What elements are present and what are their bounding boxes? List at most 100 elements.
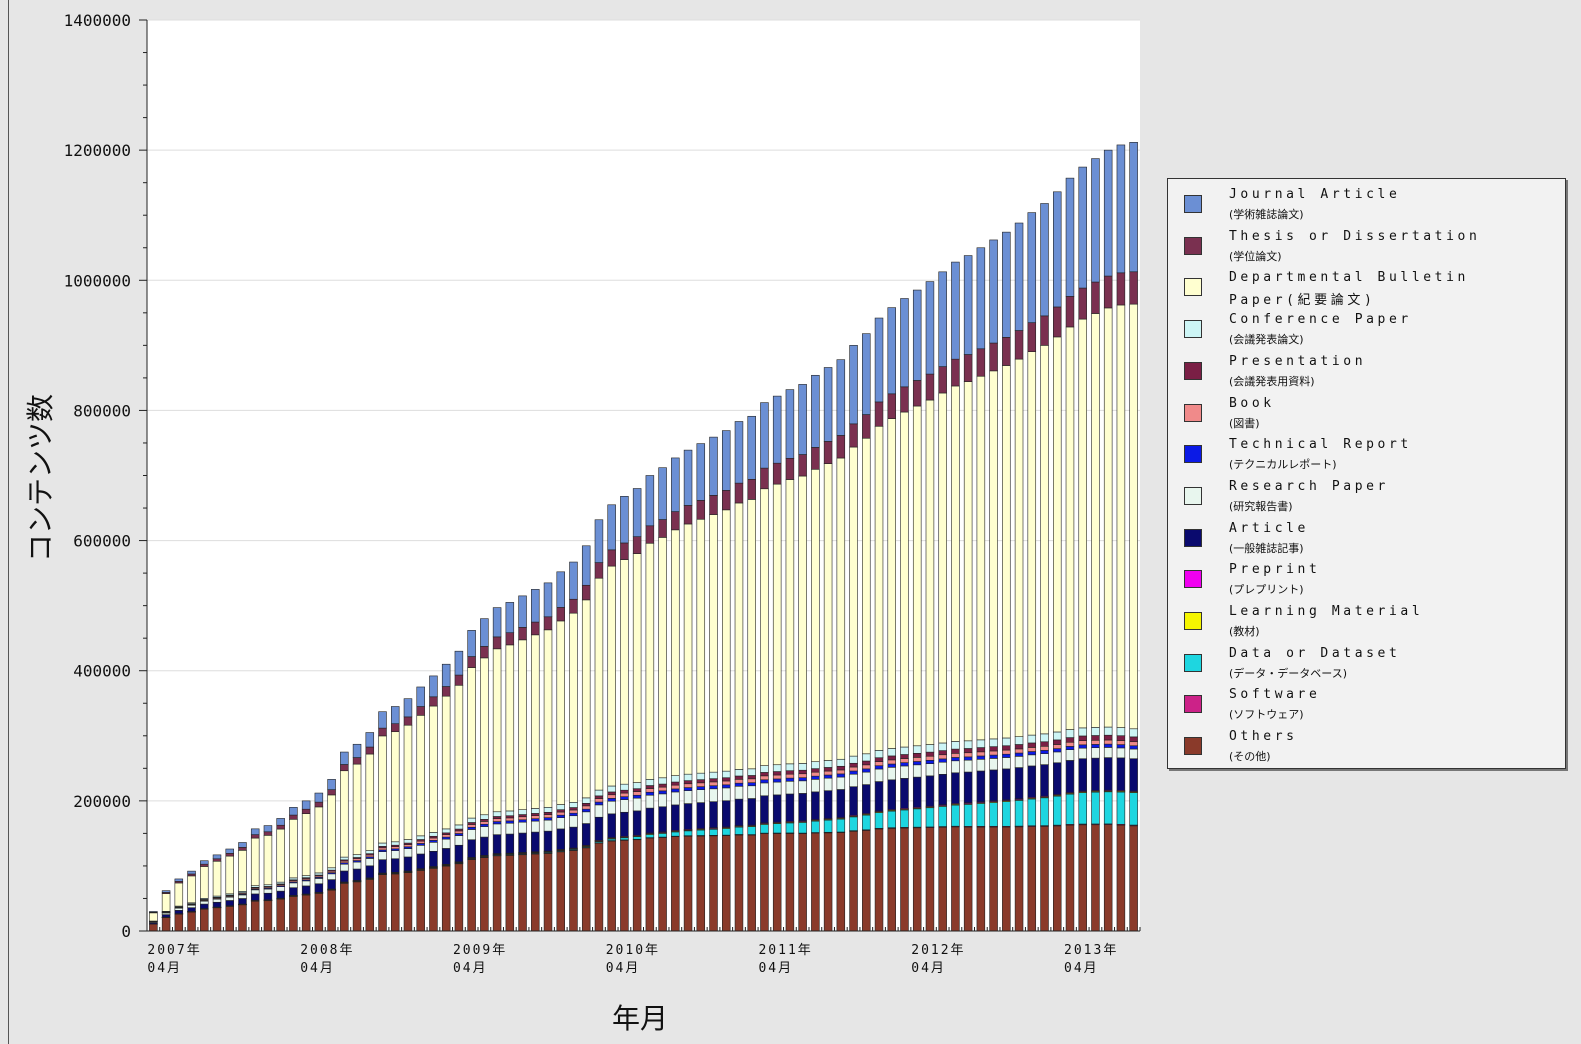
bar-segment-technical-report [1103, 743, 1113, 748]
bar-segment-thesis-or-dissertation [1091, 281, 1100, 314]
bar-segment-thesis-or-dissertation [505, 632, 515, 646]
bar-segment-book [811, 771, 820, 777]
bar-segment-conference-paper [390, 841, 400, 846]
legend-label-ja: (テクニカルレポート) [1229, 458, 1337, 472]
bar-segment-departmental-bulletin-paper [314, 806, 324, 874]
bar-segment-thesis-or-dissertation [390, 723, 400, 733]
bar-segment-departmental-bulletin-paper [492, 648, 502, 813]
bar-segment-others [174, 913, 184, 932]
bar-segment-article [212, 901, 222, 908]
bar-segment-data-or-dataset [1065, 793, 1075, 825]
bar-segment-presentation [912, 752, 922, 758]
bar-segment-others [480, 857, 489, 932]
bar-segment-book [1053, 744, 1062, 749]
legend-label-ja: (学術雑誌論文) [1229, 208, 1304, 221]
bar-segment-article [390, 858, 400, 873]
bar-segment-technical-report [976, 755, 986, 760]
bar-segment-journal-article [607, 504, 616, 551]
bar-segment-research-paper [696, 789, 706, 803]
bar-segment-others [352, 881, 362, 932]
bar-segment-research-paper [760, 782, 769, 797]
bar-segment-conference-paper [1053, 731, 1062, 741]
bar-segment-presentation [632, 788, 642, 792]
bar-segment-thesis-or-dissertation [1078, 287, 1087, 320]
bar-segment-article [518, 832, 527, 853]
legend-swatch [1184, 195, 1202, 213]
bar-segment-article [811, 791, 820, 820]
bar-segment-others [620, 839, 629, 932]
bar-segment-article [1014, 767, 1024, 800]
bar-segment-journal-article [721, 430, 731, 491]
bar-segment-presentation [1116, 735, 1126, 741]
bar-segment-book [505, 817, 515, 822]
bar-segment-journal-article [518, 595, 527, 628]
bar-segment-departmental-bulletin-paper [862, 437, 871, 755]
bar-segment-article [594, 816, 604, 841]
bar-segment-departmental-bulletin-paper [709, 514, 718, 773]
bar-segment-thesis-or-dissertation [951, 358, 960, 387]
bar-segment-departmental-bulletin-paper [836, 457, 846, 760]
bar-segment-presentation [798, 769, 807, 775]
bar-segment-departmental-bulletin-paper [1040, 345, 1049, 735]
bar-segment-others [403, 872, 413, 932]
bar-segment-article [441, 848, 451, 865]
bar-segment-others [238, 904, 247, 932]
bar-segment-thesis-or-dissertation [1014, 330, 1024, 360]
bar-segment-article [581, 823, 591, 846]
bar-segment-article [925, 775, 935, 807]
bar-segment-book [683, 783, 693, 788]
bar-segment-journal-article [874, 317, 884, 403]
bar-segment-article [1027, 765, 1037, 798]
bar-segment-presentation [620, 789, 629, 794]
bar-segment-conference-paper [823, 760, 833, 768]
bar-segment-departmental-bulletin-paper [454, 684, 464, 826]
bar-segment-conference-paper [403, 839, 413, 844]
bar-segment-research-paper [378, 851, 387, 860]
bar-segment-thesis-or-dissertation [760, 467, 769, 490]
bar-segment-thesis-or-dissertation [492, 636, 502, 650]
bar-segment-presentation [709, 778, 718, 783]
bar-segment-technical-report [874, 765, 884, 770]
bar-segment-research-paper [594, 804, 604, 818]
bar-segment-data-or-dataset [1103, 791, 1113, 825]
bar-segment-conference-paper [1027, 734, 1037, 744]
bar-segment-departmental-bulletin-paper [543, 629, 553, 808]
bar-segment-departmental-bulletin-paper [416, 715, 425, 837]
bar-segment-research-paper [1103, 747, 1113, 758]
bar-segment-departmental-bulletin-paper [785, 479, 795, 765]
bar-segment-thesis-or-dissertation [607, 549, 616, 567]
bar-segment-journal-article [912, 289, 922, 381]
bar-segment-others [976, 826, 986, 932]
bar-segment-research-paper [734, 785, 744, 800]
bar-segment-departmental-bulletin-paper [518, 639, 527, 810]
bar-segment-journal-article [862, 333, 871, 415]
bar-segment-presentation [760, 772, 769, 777]
bar-segment-technical-report [963, 756, 973, 761]
bar-segment-conference-paper [352, 854, 362, 858]
bar-segment-article [798, 793, 807, 822]
bar-segment-conference-paper [340, 856, 349, 861]
bar-segment-data-or-dataset [696, 829, 706, 836]
bar-segment-others [378, 874, 387, 932]
bar-segment-research-paper [518, 821, 527, 834]
legend-label: Presentation [1229, 353, 1367, 369]
bar-segment-journal-article [1014, 222, 1024, 331]
bar-segment-book [1027, 747, 1037, 752]
bar-segment-data-or-dataset [772, 823, 782, 834]
bar-segment-article [1078, 758, 1087, 792]
bar-segment-journal-article [378, 711, 387, 729]
bar-segment-presentation [887, 755, 896, 761]
bar-segment-departmental-bulletin-paper [811, 468, 820, 763]
bar-segment-departmental-bulletin-paper [480, 657, 489, 816]
bar-segment-others [900, 827, 909, 932]
bar-segment-conference-paper [734, 769, 744, 777]
bar-segment-departmental-bulletin-paper [772, 483, 782, 766]
bar-segment-others [161, 917, 171, 932]
bar-segment-others [887, 828, 896, 932]
bar-segment-departmental-bulletin-paper [263, 835, 273, 886]
bar-segment-presentation [594, 795, 604, 799]
bar-segment-presentation [1027, 742, 1037, 748]
bar-segment-conference-paper [900, 746, 909, 755]
bar-segment-conference-paper [887, 748, 896, 757]
bar-segment-article [683, 803, 693, 830]
